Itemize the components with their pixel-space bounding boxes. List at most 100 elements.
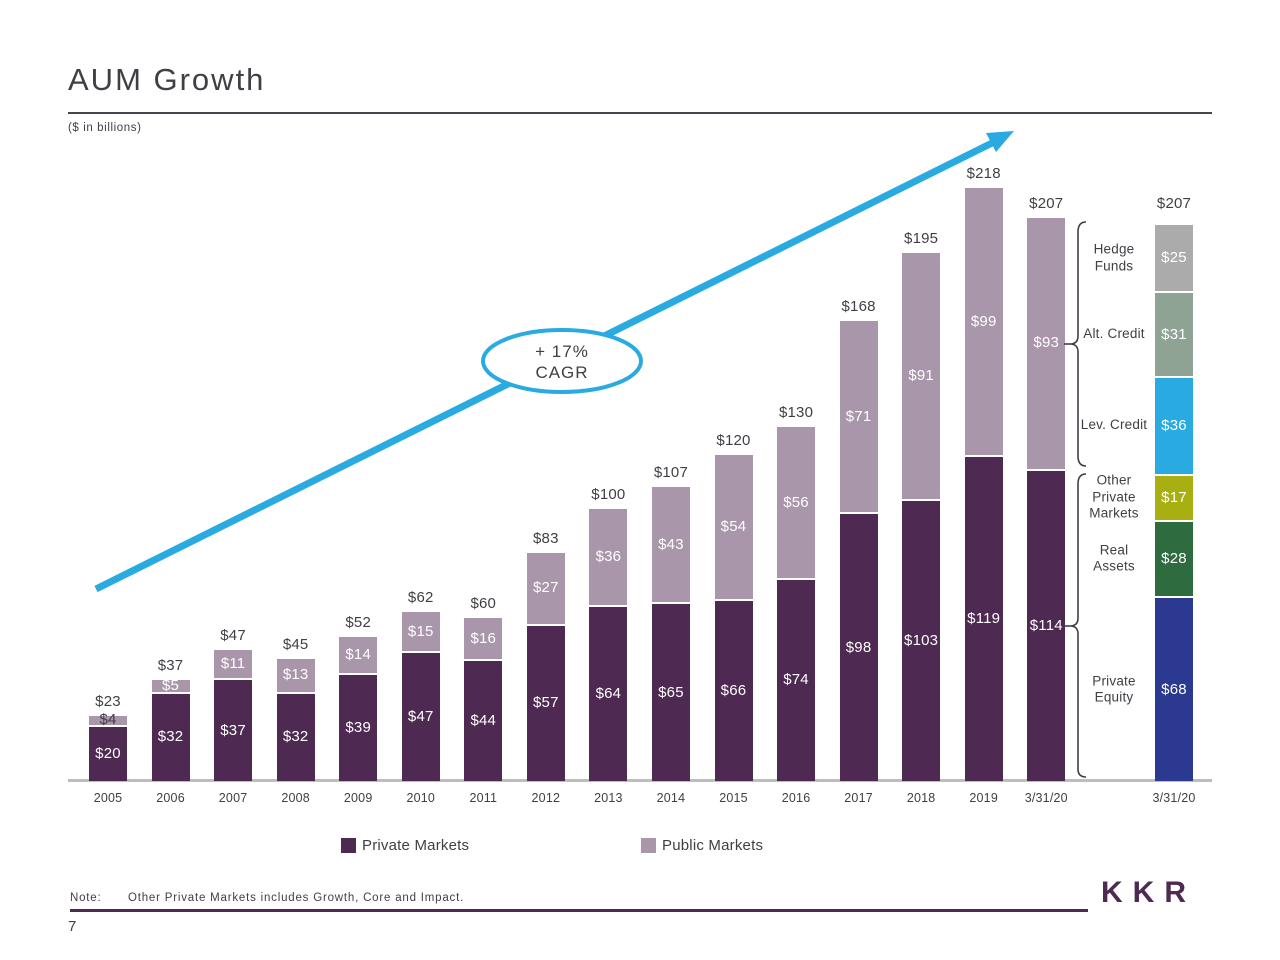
value-private-2017: $98 xyxy=(845,638,872,656)
legend-label-public-markets: Public Markets xyxy=(662,837,764,854)
value-total-2015: $120 xyxy=(716,431,751,449)
legend-swatch-private-markets xyxy=(341,838,356,853)
side-label-real-assets: Real Assets xyxy=(1093,542,1135,574)
axis-label-2016: 2016 xyxy=(781,791,811,805)
legend-item-private-markets: Private Markets xyxy=(341,837,469,854)
axis-label-2012: 2012 xyxy=(531,791,561,805)
axis-label-2010: 2010 xyxy=(406,791,436,805)
value-private-2007: $37 xyxy=(220,721,246,739)
value-public-2005: $4 xyxy=(99,711,117,729)
bar-public-2009 xyxy=(339,636,378,673)
axis-label-3-31-20: 3/31/20 xyxy=(1024,791,1068,805)
axis-label-2015: 2015 xyxy=(719,791,748,805)
value-public-2018: $91 xyxy=(908,367,934,385)
bar-private-2005 xyxy=(89,726,127,781)
page-title: AUM Growth xyxy=(68,62,266,97)
value-public-2008: $13 xyxy=(282,666,309,684)
axis-label-2014: 2014 xyxy=(656,791,686,805)
value-total-2008: $45 xyxy=(282,635,309,653)
value-public-2011: $16 xyxy=(470,629,497,647)
value-public-2017: $71 xyxy=(845,407,872,425)
breakdown-seg-hedge-funds xyxy=(1155,225,1193,292)
bar-public-2008 xyxy=(276,658,315,692)
value-private-3-31-20: $114 xyxy=(1029,616,1063,634)
axis-label-2007: 2007 xyxy=(218,791,248,805)
value-public-2007: $11 xyxy=(220,655,246,673)
title-rule xyxy=(68,112,1212,114)
value-private-2015: $66 xyxy=(720,682,747,700)
bar-private-2012 xyxy=(526,625,565,781)
breakdown-seg-alt-credit xyxy=(1155,293,1193,376)
bar-private-2009 xyxy=(339,674,378,781)
value-total-2011: $60 xyxy=(470,594,497,612)
value-total-2009: $52 xyxy=(345,613,371,631)
bar-private-2011 xyxy=(464,661,503,781)
value-private-2008: $32 xyxy=(282,728,309,746)
value-private-2013: $64 xyxy=(595,684,622,702)
value-total-2018: $195 xyxy=(904,230,939,248)
bar-private-2014 xyxy=(651,604,690,781)
x-axis-line xyxy=(68,779,1212,782)
axis-label-2018: 2018 xyxy=(906,791,936,805)
value-private-2006: $32 xyxy=(157,728,184,746)
value-total-2019: $218 xyxy=(966,165,1001,182)
page-number: 7 xyxy=(68,918,77,935)
value-private-2018: $103 xyxy=(904,631,939,649)
bar-private-2015 xyxy=(714,601,753,781)
bar-private-3-31-20 xyxy=(1027,470,1066,781)
value-total-2005: $23 xyxy=(95,692,121,710)
cagr-label: CAGR xyxy=(535,363,588,382)
note-text: Other Private Markets includes Growth, C… xyxy=(128,892,465,904)
value-total-2017: $168 xyxy=(841,298,876,316)
value-total-2006: $37 xyxy=(157,657,184,675)
breakdown-value-alt-credit: $31 xyxy=(1161,325,1187,343)
value-private-2019: $119 xyxy=(967,610,1001,628)
axis-label-2009: 2009 xyxy=(343,791,373,805)
bar-public-2010 xyxy=(401,612,440,652)
note-label: Note: xyxy=(70,892,102,904)
axis-label-2017: 2017 xyxy=(844,791,873,805)
bar-private-2013 xyxy=(589,606,628,781)
bar-private-2016 xyxy=(777,579,816,781)
value-private-2009: $39 xyxy=(345,718,371,736)
breakdown-value-hedge-funds: $25 xyxy=(1161,249,1187,267)
breakdown-seg-lev-credit xyxy=(1155,377,1193,474)
bar-public-2006 xyxy=(151,680,190,692)
side-label-alt-credit: Alt. Credit xyxy=(1083,326,1145,342)
axis-label-2013: 2013 xyxy=(594,791,623,805)
value-private-2011: $44 xyxy=(470,712,497,730)
value-public-2012: $27 xyxy=(533,579,559,597)
breakdown-seg-other-private-markets xyxy=(1155,475,1193,520)
value-private-2014: $65 xyxy=(658,683,684,701)
value-total-2007: $47 xyxy=(220,627,246,645)
units-label: ($ in billions) xyxy=(68,122,142,134)
axis-label-2005: 2005 xyxy=(93,791,123,805)
value-public-2014: $43 xyxy=(658,535,684,553)
axis-label-breakdown: 3/31/20 xyxy=(1152,791,1196,805)
axis-label-2011: 2011 xyxy=(469,791,498,805)
breakdown-value-other-private-markets: $17 xyxy=(1161,488,1187,506)
legend-item-public-markets: Public Markets xyxy=(641,837,763,854)
bar-public-2005 xyxy=(89,715,127,725)
bar-private-2010 xyxy=(401,653,440,781)
axis-label-2019: 2019 xyxy=(969,791,998,805)
side-label-hedge-funds: Hedge Funds xyxy=(1093,241,1135,274)
value-public-2015: $54 xyxy=(720,518,747,536)
value-total-2013: $100 xyxy=(591,485,626,503)
value-public-2006: $5 xyxy=(162,677,180,695)
axis-label-2006: 2006 xyxy=(156,791,185,805)
value-public-2009: $14 xyxy=(345,645,371,663)
bar-public-2007 xyxy=(214,650,253,679)
value-public-2013: $36 xyxy=(595,547,622,565)
breakdown-seg-real-assets xyxy=(1155,521,1193,597)
value-public-2016: $56 xyxy=(783,493,809,511)
cagr-value: + 17% xyxy=(535,342,589,361)
value-private-2005: $20 xyxy=(95,744,121,762)
value-private-2016: $74 xyxy=(783,671,809,689)
growth-arrow-head-icon xyxy=(986,131,1014,152)
breakdown-total: $207 xyxy=(1156,194,1192,212)
legend-label-private-markets: Private Markets xyxy=(362,837,470,854)
legend-swatch-public-markets xyxy=(641,838,656,853)
breakdown-value-private-equity: $68 xyxy=(1161,680,1187,698)
side-label-lev-credit: Lev. Credit xyxy=(1080,417,1148,433)
